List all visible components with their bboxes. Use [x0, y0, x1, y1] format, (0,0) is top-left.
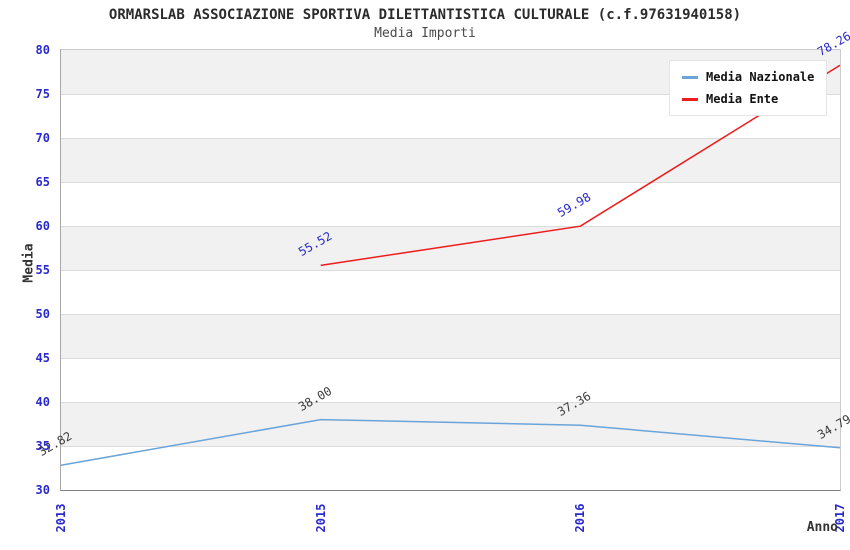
legend: Media Nazionale Media Ente [669, 60, 828, 116]
gridline [61, 182, 840, 183]
plot-band [61, 226, 840, 270]
x-axis-title: Anno [806, 520, 838, 535]
y-tick-label: 55 [35, 263, 50, 277]
y-tick-label: 40 [35, 395, 50, 409]
gridline [61, 138, 840, 139]
plot-band [61, 358, 840, 402]
gridline [61, 226, 840, 227]
gridline [61, 446, 840, 447]
plot-band [61, 446, 840, 490]
line-media-ente [320, 64, 840, 267]
line-media-nazionale [61, 418, 840, 466]
gridline [61, 358, 840, 359]
legend-label-media-ente: Media Ente [706, 92, 779, 106]
plot-band [61, 314, 840, 358]
gridline [61, 94, 840, 95]
series-lines [61, 64, 840, 466]
chart-title: ORMARSLAB ASSOCIAZIONE SPORTIVA DILETTAN… [108, 7, 742, 23]
plot-band [61, 182, 840, 226]
plot-band [61, 270, 840, 314]
y-tick-label: 60 [35, 219, 50, 233]
legend-item-media-ente: Media Ente [682, 92, 814, 106]
y-tick-label: 35 [35, 439, 50, 453]
legend-label-media-nazionale: Media Nazionale [706, 70, 815, 84]
x-tick-label: 2013 [54, 503, 68, 533]
plot-area [60, 49, 841, 491]
y-tick-label: 80 [35, 43, 50, 57]
x-tick-label: 2015 [313, 503, 328, 533]
y-tick-label: 70 [35, 131, 50, 145]
y-tick-label: 75 [35, 87, 50, 101]
media-ente-line-swatch [682, 97, 698, 101]
legend-item-media-nazionale: Media Nazionale [682, 70, 814, 84]
media-nazionale-line-swatch [682, 75, 698, 79]
gridline [61, 314, 840, 315]
x-tick-label: 2016 [573, 503, 588, 533]
chart-subtitle: Media Importi [374, 26, 476, 41]
plot-band [61, 402, 840, 446]
y-tick-label: 30 [35, 483, 50, 497]
gridline [61, 270, 840, 271]
gridline [61, 402, 840, 403]
y-tick-label: 50 [35, 307, 50, 321]
y-tick-label: 45 [35, 351, 50, 365]
y-tick-label: 65 [35, 175, 50, 189]
